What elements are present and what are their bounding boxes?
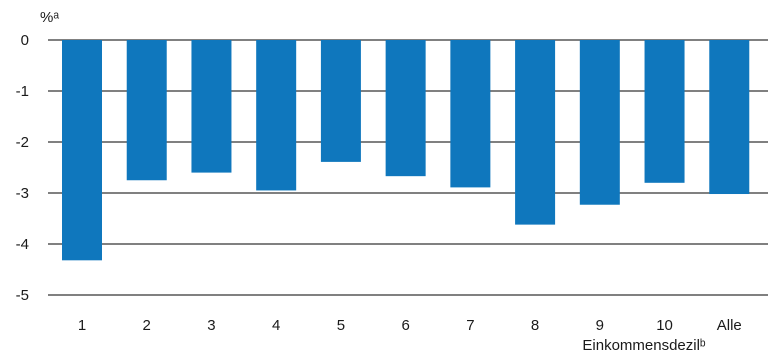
x-tick-label: 3: [207, 317, 215, 334]
x-tick-label: 6: [401, 317, 409, 334]
bar-8: [515, 40, 556, 225]
x-tick-label: 5: [337, 317, 345, 334]
x-axis-label: Einkommensdezilᵇ: [582, 337, 706, 353]
y-tick-label: -2: [16, 134, 29, 151]
bar-5: [320, 40, 361, 162]
y-tick-label: -1: [16, 83, 29, 100]
x-tick-label: 9: [596, 317, 604, 334]
x-tick-label: 2: [143, 317, 151, 334]
bars: [62, 40, 750, 261]
bar-6: [385, 40, 426, 177]
bar-2: [126, 40, 167, 181]
bar-10: [644, 40, 685, 183]
x-tick-label: 8: [531, 317, 539, 334]
bar-Alle: [709, 40, 750, 195]
x-tick-label: 4: [272, 317, 280, 334]
y-tick-label: 0: [21, 32, 29, 49]
y-tick-label: -4: [16, 236, 29, 253]
bar-9: [579, 40, 620, 205]
y-tick-label: -5: [16, 287, 29, 304]
x-tick-label: 1: [78, 317, 86, 334]
x-axis-ticks: 1 2 3 4 5 6 7 8 9 10 Alle: [78, 317, 742, 334]
x-tick-label: Alle: [717, 317, 742, 334]
y-tick-label: -3: [16, 185, 29, 202]
bar-7: [450, 40, 491, 188]
y-axis-unit-label: %ᵃ: [40, 9, 59, 26]
bar-3: [191, 40, 232, 173]
y-axis-ticks: 0 -1 -2 -3 -4 -5: [16, 32, 29, 304]
x-tick-label: 7: [466, 317, 474, 334]
bar-4: [256, 40, 297, 191]
x-tick-label: 10: [656, 317, 673, 334]
bar-1: [62, 40, 102, 261]
